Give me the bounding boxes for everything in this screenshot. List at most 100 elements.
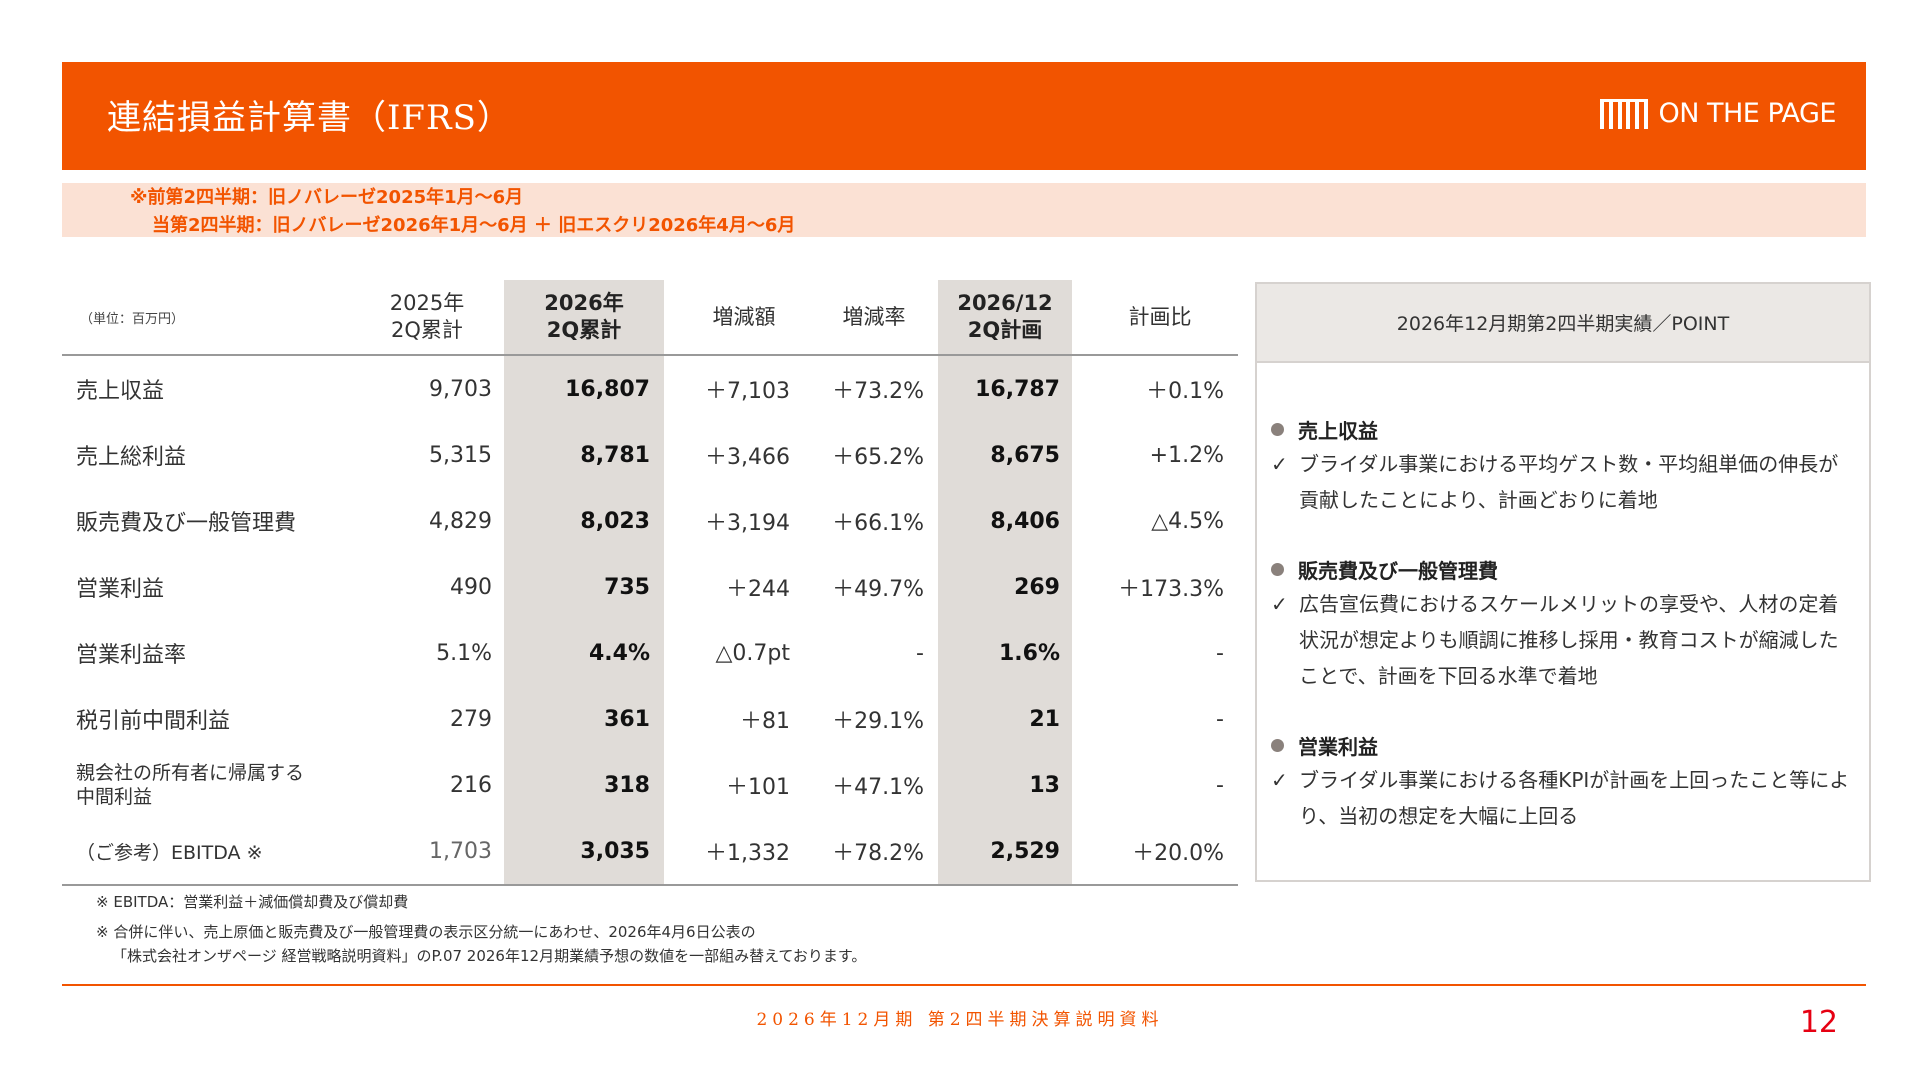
table-row: 税引前中間利益 279 361 ＋81 ＋29.1% 21 - <box>62 686 1238 752</box>
logo-mark-icon <box>1600 98 1649 129</box>
notice-line-current: 当第2四半期：旧ノバレーゼ2026年1月～6月 ＋ 旧エスクリ2026年4月～6… <box>152 215 796 236</box>
cell-2025-2q: 4,829 <box>429 508 492 534</box>
point-text: 広告宣伝費におけるスケールメリットの享受や、人材の定着状況が想定よりも順調に推移… <box>1299 592 1839 688</box>
point-heading-row: 販売費及び一般管理費 <box>1271 554 1861 584</box>
cell-plan: 269 <box>1014 574 1060 600</box>
cell-change-rate: ＋29.1% <box>832 709 924 734</box>
table-row: 営業利益率 5.1% 4.4% △0.7pt - 1.6% - <box>62 620 1238 686</box>
row-label: 売上総利益 <box>76 445 187 470</box>
footnote-reclassification: ※ 合併に伴い、売上原価と販売費及び一般管理費の表示区分統一にあわせ、2026年… <box>96 923 756 941</box>
cell-change-amount: ＋7,103 <box>705 379 790 404</box>
table-row: 販売費及び一般管理費 4,829 8,023 ＋3,194 ＋66.1% 8,4… <box>62 488 1238 554</box>
point-heading: 販売費及び一般管理費 <box>1298 558 1498 583</box>
cell-change-amount: ＋244 <box>726 577 790 602</box>
bullet-dot-icon <box>1271 422 1284 436</box>
table-row: 親会社の所有者に帰属する 中間利益 216 318 ＋101 ＋47.1% 13… <box>62 752 1238 818</box>
row-label: 営業利益 <box>76 577 165 602</box>
table-row: 売上総利益 5,315 8,781 ＋3,466 ＋65.2% 8,675 +1… <box>62 422 1238 488</box>
footnote-ebitda: ※ EBITDA：営業利益＋減価償却費及び償却費 <box>96 893 409 911</box>
cell-2026-2q: 735 <box>604 574 650 600</box>
cell-2026-2q: 8,023 <box>580 508 650 534</box>
page-number: 12 <box>1799 1005 1838 1040</box>
cell-plan-ratio: ＋173.3% <box>1118 577 1224 602</box>
cell-change-amount: ＋101 <box>726 775 790 800</box>
point-item: 販売費及び一般管理費 ✓ 広告宣伝費におけるスケールメリットの享受や、人材の定着… <box>1271 554 1861 694</box>
header-bar: 連結損益計算書（IFRS） ON THE PAGE <box>62 62 1866 170</box>
cell-change-rate: ＋49.7% <box>832 577 924 602</box>
cell-2025-2q: 279 <box>450 706 492 732</box>
cell-change-amount: ＋1,332 <box>705 841 790 866</box>
period-notice: ※前第2四半期：旧ノバレーゼ2025年1月～6月 当第2四半期：旧ノバレーゼ20… <box>62 183 1866 237</box>
col-header-change-amount: 増減額 <box>712 304 776 329</box>
row-label: 営業利益率 <box>76 643 187 668</box>
notice-line-previous: ※前第2四半期：旧ノバレーゼ2025年1月～6月 <box>130 187 524 208</box>
point-heading-row: 売上収益 <box>1271 414 1861 444</box>
col-header-change-rate: 増減率 <box>842 304 906 329</box>
cell-2025-2q: 5,315 <box>429 442 492 468</box>
cell-2026-2q: 3,035 <box>580 838 650 864</box>
point-text: ブライダル事業における各種KPIが計画を上回ったこと等により、当初の想定を大幅に… <box>1299 768 1850 828</box>
cell-change-rate: ＋47.1% <box>832 775 924 800</box>
cell-change-rate: ＋78.2% <box>832 841 924 866</box>
footer-document-title: 2026年12月期 第2四半期決算説明資料 <box>756 1010 1164 1030</box>
cell-plan: 2,529 <box>990 838 1060 864</box>
highlight-column-plan <box>938 280 1072 884</box>
cell-plan: 21 <box>1029 706 1060 732</box>
col-header-2026-2q: 2026年 2Q累計 <box>544 291 624 342</box>
row-label: 販売費及び一般管理費 <box>76 511 297 536</box>
cell-2025-2q: 490 <box>450 574 492 600</box>
cell-change-amount: ＋3,194 <box>705 511 790 536</box>
cell-plan: 8,406 <box>990 508 1060 534</box>
checkmark-icon: ✓ <box>1271 768 1288 792</box>
cell-plan: 13 <box>1029 772 1060 798</box>
cell-plan: 16,787 <box>975 376 1060 402</box>
cell-plan-ratio: - <box>1216 640 1224 666</box>
page-title: 連結損益計算書（IFRS） <box>107 98 512 138</box>
cell-plan-ratio: ＋20.0% <box>1132 841 1224 866</box>
col-header-2025-2q: 2025年 2Q累計 <box>389 291 465 342</box>
table-bottom-rule <box>62 884 1238 886</box>
point-heading: 営業利益 <box>1298 734 1378 759</box>
table-row: （ご参考）EBITDA ※ 1,703 3,035 ＋1,332 ＋78.2% … <box>62 818 1238 884</box>
row-label: 売上収益 <box>76 379 165 404</box>
point-text: ブライダル事業における平均ゲスト数・平均組単価の伸長が貢献したことにより、計画ど… <box>1299 452 1839 512</box>
cell-2026-2q: 361 <box>604 706 650 732</box>
cell-change-amount: △0.7pt <box>715 640 791 666</box>
cell-change-amount: ＋81 <box>740 709 790 734</box>
cell-change-rate: ＋73.2% <box>832 379 924 404</box>
table-header: （単位：百万円） 2025年 2Q累計 2026年 2Q累計 増減額 増減率 2… <box>62 280 1238 356</box>
cell-plan-ratio: ＋0.1% <box>1146 379 1224 404</box>
highlight-column-2026-2q <box>504 280 664 884</box>
cell-change-rate: - <box>916 640 924 666</box>
cell-2026-2q: 8,781 <box>580 442 650 468</box>
cell-2026-2q: 4.4% <box>588 640 650 666</box>
checkmark-icon: ✓ <box>1271 592 1288 616</box>
cell-plan-ratio: +1.2% <box>1149 442 1224 468</box>
footer-rule <box>62 984 1866 986</box>
row-label: 親会社の所有者に帰属する 中間利益 <box>76 762 305 808</box>
cell-2026-2q: 318 <box>604 772 650 798</box>
cell-change-amount: ＋3,466 <box>705 445 790 470</box>
unit-label: （単位：百万円） <box>80 312 185 327</box>
point-item: 営業利益 ✓ ブライダル事業における各種KPIが計画を上回ったこと等により、当初… <box>1271 730 1861 834</box>
point-heading-row: 営業利益 <box>1271 730 1861 760</box>
point-panel-body: 売上収益 ✓ ブライダル事業における平均ゲスト数・平均組単価の伸長が貢献したこと… <box>1271 414 1861 870</box>
col-header-plan-ratio: 計画比 <box>1128 304 1192 329</box>
cell-2025-2q: 5.1% <box>436 640 492 666</box>
company-logo: ON THE PAGE <box>1600 98 1836 129</box>
table-row: 売上収益 9,703 16,807 ＋7,103 ＋73.2% 16,787 ＋… <box>62 356 1238 422</box>
cell-change-rate: ＋66.1% <box>832 511 924 536</box>
footnotes: ※ EBITDA：営業利益＋減価償却費及び償却費 ※ 合併に伴い、売上原価と販売… <box>96 890 866 968</box>
logo-text: ON THE PAGE <box>1658 98 1836 129</box>
footnote-reclassification-cont: 「株式会社オンザページ 経営戦略説明資料」のP.07 2026年12月期業績予想… <box>112 947 867 965</box>
point-body: ✓ ブライダル事業における平均ゲスト数・平均組単価の伸長が貢献したことにより、計… <box>1271 446 1861 518</box>
cell-plan-ratio: △4.5% <box>1151 508 1224 534</box>
bullet-dot-icon <box>1271 562 1284 576</box>
cell-2025-2q: 1,703 <box>429 838 492 864</box>
point-item: 売上収益 ✓ ブライダル事業における平均ゲスト数・平均組単価の伸長が貢献したこと… <box>1271 414 1861 518</box>
table-row: 営業利益 490 735 ＋244 ＋49.7% 269 ＋173.3% <box>62 554 1238 620</box>
cell-plan: 1.6% <box>998 640 1060 666</box>
cell-plan-ratio: - <box>1216 706 1224 732</box>
row-label: 税引前中間利益 <box>76 709 231 734</box>
col-header-2026-plan: 2026/12 2Q計画 <box>957 291 1053 342</box>
